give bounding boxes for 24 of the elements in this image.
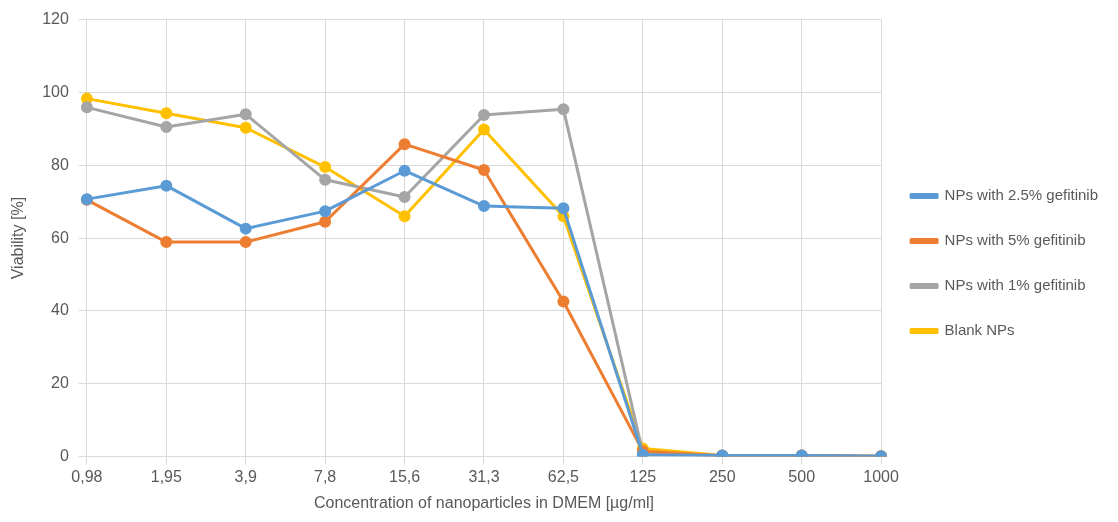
legend-label: NPs with 1% gefitinib [944,276,1086,294]
y-tick-label: 100 [42,82,69,100]
x-tick-label: 15,6 [389,467,421,485]
x-tick-label: 1,95 [150,467,182,485]
x-tick-label: 7,8 [314,467,337,485]
legend-label: Blank NPs [944,321,1015,339]
y-tick-label: 120 [42,10,69,28]
x-tick-label: 1000 [863,467,899,485]
y-tick-label: 20 [51,374,69,392]
y-tick-label: 60 [51,228,69,246]
y-tick-label: 0 [59,447,69,465]
x-tick-label: 125 [629,467,657,485]
x-tick-label: 3,9 [234,467,257,485]
legend-label: NPs with 5% gefitinib [944,231,1086,249]
y-tick-label: 40 [51,301,69,319]
x-tick-label: 250 [708,467,736,485]
y-axis-title: Viability [%] [9,196,27,280]
x-tick-label: 31,3 [468,467,500,485]
legend-label: NPs with 2.5% gefitinib [944,186,1098,204]
x-tick-label: 62,5 [547,467,580,485]
x-tick-label: 0,98 [71,467,103,485]
y-tick-label: 80 [51,155,69,173]
x-axis-title: Concentration of nanoparticles in DMEM [µg/ml] [313,493,655,511]
x-tick-label: 500 [788,467,816,485]
